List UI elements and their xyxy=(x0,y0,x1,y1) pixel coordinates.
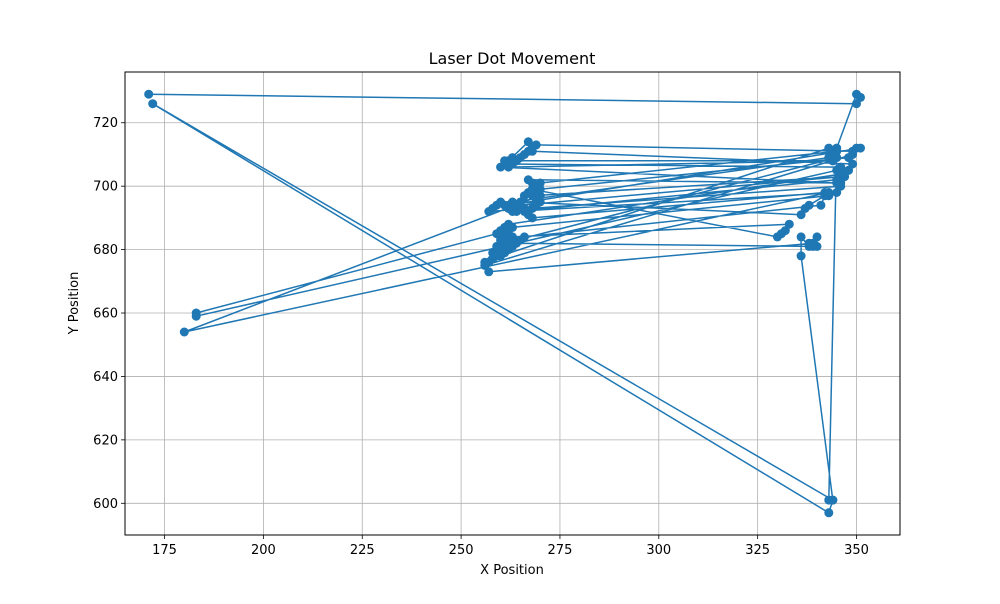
data-point xyxy=(848,150,858,159)
data-point xyxy=(796,251,806,261)
ticks: 175 200 225 250 275 300 325 350 600 620 640 660 680 7… xyxy=(93,116,869,558)
data-point xyxy=(796,232,806,242)
data-point xyxy=(824,188,834,197)
data-point xyxy=(531,140,541,150)
data-point xyxy=(484,267,494,277)
x-axis-label: X Position xyxy=(480,563,544,578)
data-point xyxy=(784,219,794,229)
data-point xyxy=(816,200,826,210)
data-point xyxy=(856,143,865,153)
data-point xyxy=(512,207,521,216)
data-point xyxy=(828,156,838,166)
data-layer xyxy=(144,89,865,518)
x-tick-label: 350 xyxy=(844,543,869,558)
chart-title: Laser Dot Movement xyxy=(429,49,596,68)
x-tick-label: 250 xyxy=(449,543,474,558)
data-point xyxy=(824,508,834,518)
data-point xyxy=(492,229,502,239)
y-tick-label: 720 xyxy=(93,116,118,131)
data-point xyxy=(796,210,806,220)
data-point xyxy=(191,311,201,321)
x-tick-label: 275 xyxy=(548,543,573,558)
data-point xyxy=(836,178,846,188)
data-point xyxy=(852,89,861,99)
data-point xyxy=(519,232,529,242)
y-tick-label: 700 xyxy=(93,180,118,195)
data-point xyxy=(780,226,790,236)
data-point xyxy=(535,184,545,194)
data-point xyxy=(804,238,814,248)
data-point xyxy=(484,207,494,216)
x-tick-label: 225 xyxy=(350,543,375,558)
data-point xyxy=(508,238,517,248)
y-tick-label: 680 xyxy=(93,243,118,258)
x-tick-label: 325 xyxy=(745,543,770,558)
data-point xyxy=(527,213,537,223)
data-point xyxy=(848,159,858,169)
y-tick-label: 620 xyxy=(93,433,118,448)
y-tick-label: 660 xyxy=(93,307,118,322)
data-point xyxy=(828,495,838,505)
x-tick-label: 300 xyxy=(646,543,671,558)
y-tick-label: 640 xyxy=(93,370,118,385)
data-point xyxy=(148,99,158,109)
data-point xyxy=(144,89,154,99)
y-axis-label: Y Position xyxy=(67,272,82,336)
x-tick-label: 175 xyxy=(152,543,177,558)
data-point xyxy=(824,143,834,153)
data-point xyxy=(179,327,189,337)
plot-frame xyxy=(124,71,901,536)
y-tick-label: 600 xyxy=(93,497,118,512)
data-point xyxy=(836,162,846,172)
x-tick-label: 200 xyxy=(251,543,276,558)
